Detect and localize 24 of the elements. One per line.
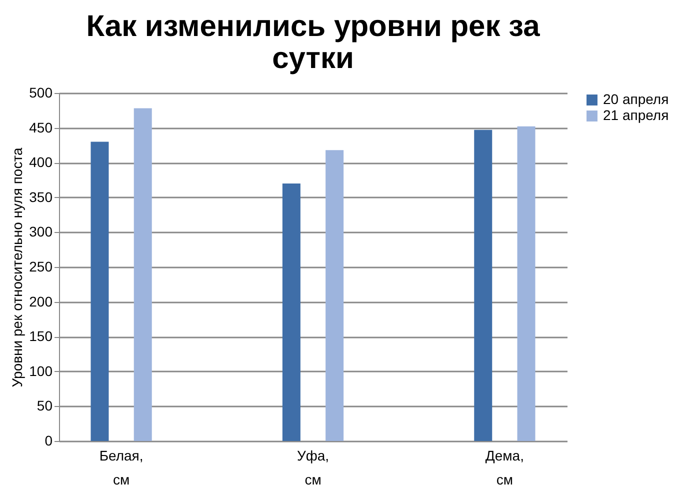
y-tick-label: 200 [29, 293, 53, 310]
y-axis-title: Уровни рек относительно нуля поста [9, 148, 26, 388]
y-tick-label: 300 [29, 224, 53, 240]
bar [90, 142, 109, 441]
y-tick-label: 400 [29, 154, 53, 170]
y-tick-label: 50 [36, 398, 53, 414]
x-tick-label: Белая, см [99, 448, 144, 488]
y-tick-label: 500 [29, 84, 53, 100]
bar [326, 150, 344, 441]
legend-label: 20 апреля [603, 91, 669, 107]
y-tick-label: 350 [29, 188, 53, 205]
y-tick-label: 250 [29, 258, 53, 274]
bar [282, 183, 300, 441]
x-tick-label: Уфа, см [296, 448, 330, 488]
y-tick-label: 150 [29, 328, 53, 344]
y-tick-label: 450 [29, 119, 53, 136]
bar [474, 130, 492, 441]
bar [517, 126, 536, 441]
y-tick-label: 100 [29, 362, 53, 379]
legend-label: 21 апреля [603, 107, 669, 123]
x-tick-label: Дема, см [485, 448, 524, 488]
y-tick-label: 0 [44, 432, 53, 448]
chart-title: Как изменились уровни рек за сутки [86, 10, 540, 75]
bar [134, 108, 152, 441]
